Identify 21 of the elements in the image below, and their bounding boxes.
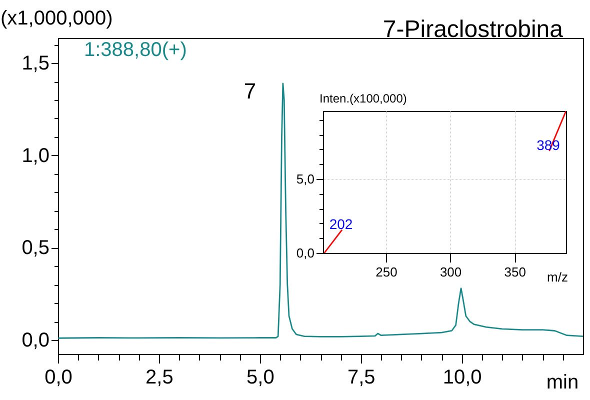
x-tick-label: 2,5 xyxy=(146,366,174,388)
y-tick-label: 0,0 xyxy=(22,329,50,352)
y-tick-label: 1,0 xyxy=(22,144,50,167)
x-tick-label: 300 xyxy=(440,264,462,280)
x-tick-label: 10,0 xyxy=(442,366,482,388)
text: 1:388,80(+) xyxy=(84,39,187,61)
x-tick-label: 350 xyxy=(504,264,526,280)
x-tick-label: 5,0 xyxy=(246,366,274,388)
chart-title: 7-Piraclostrobina xyxy=(382,16,564,43)
y-axis-title: (x1,000,000) xyxy=(0,8,113,30)
x-axis-title: min xyxy=(546,372,579,394)
line-series xyxy=(58,82,583,339)
x-tick-label: 250 xyxy=(376,264,398,280)
annotation: 7 xyxy=(244,78,256,104)
y-tick-label: 1,5 xyxy=(22,52,50,75)
x-tick-label: 7,5 xyxy=(347,366,376,388)
y-tick-label: 0,5 xyxy=(22,237,50,260)
y-axis-title: Inten.(x100,000) xyxy=(320,92,407,106)
x-tick-label: 0,0 xyxy=(44,366,72,388)
x-axis-title: m/z xyxy=(547,270,568,284)
annotation: 202 xyxy=(329,216,353,232)
